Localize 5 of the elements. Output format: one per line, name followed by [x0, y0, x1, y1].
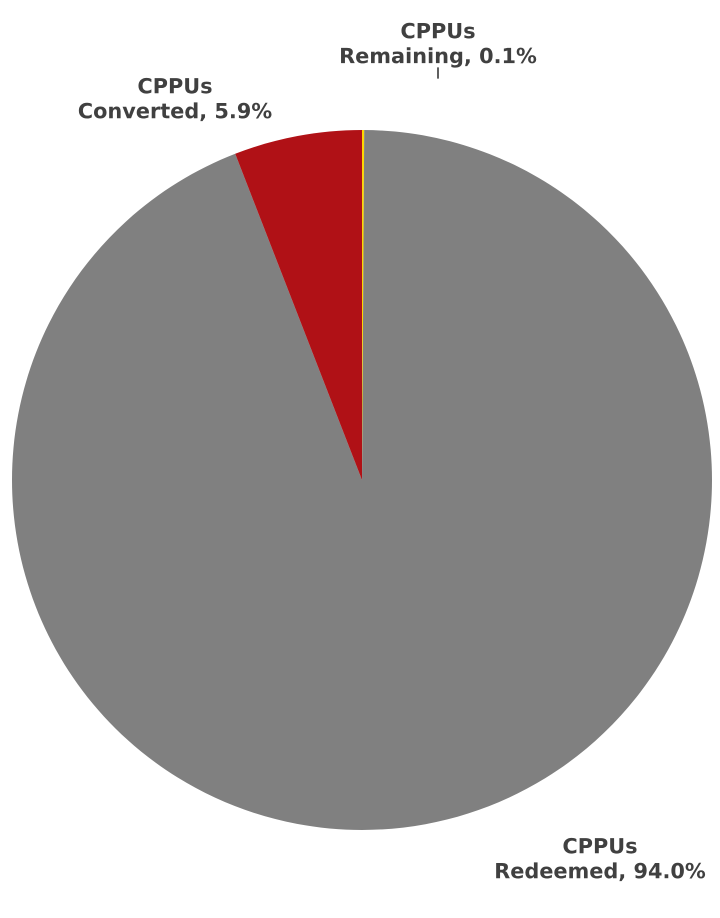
slice-label: CPPUs Remaining, 0.1%	[341, 22, 536, 68]
pie-slice	[12, 130, 712, 830]
slice-label: CPPUs Redeemed, 94.0%	[496, 838, 706, 882]
slice-label: CPPUs Converted, 5.9%	[78, 78, 272, 122]
pie-slice	[235, 130, 362, 480]
